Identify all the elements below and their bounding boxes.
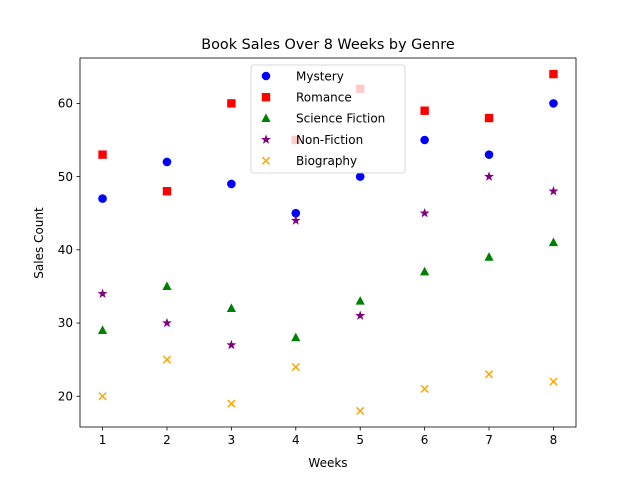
- data-point-mystery: [291, 208, 301, 218]
- data-point-mystery: [484, 150, 494, 159]
- data-point-non-fiction: [355, 310, 366, 320]
- data-point-romance: [484, 113, 494, 123]
- legend-marker-science-fiction: [261, 113, 271, 122]
- legend-marker-romance: [261, 93, 271, 102]
- data-point-science-fiction: [420, 266, 430, 276]
- plot-frame: [79, 57, 577, 428]
- data-point-biography: [227, 399, 236, 408]
- legend-marker-biography: [261, 156, 271, 165]
- data-point-romance: [98, 150, 107, 159]
- series-non-fiction: [97, 171, 559, 350]
- data-point-mystery: [355, 172, 365, 181]
- plot-area: 1 2 3 4 5 6 7 8 20 30 40 50 60: [58, 57, 577, 447]
- data-point-romance: [420, 106, 429, 115]
- data-point-biography: [162, 355, 172, 364]
- data-point-mystery: [420, 135, 429, 145]
- data-point-non-fiction: [97, 288, 108, 298]
- legend-label-romance: Romance: [296, 91, 352, 105]
- legend-label-science-fiction: Science Fiction: [296, 112, 385, 126]
- y-tick-label: 30: [58, 316, 73, 330]
- y-tick-label: 20: [58, 389, 73, 403]
- x-tick-label: 7: [485, 433, 493, 447]
- chart-title: Book Sales Over 8 Weeks by Genre: [201, 37, 455, 53]
- x-tick-label: 6: [421, 433, 429, 447]
- data-point-non-fiction: [419, 208, 430, 218]
- series-science-fiction: [97, 237, 559, 342]
- legend-box: [250, 64, 406, 174]
- data-point-mystery: [227, 179, 236, 189]
- y-tick-label: 50: [58, 170, 73, 184]
- data-point-non-fiction: [290, 215, 301, 225]
- legend-label-non-fiction: Non-Fiction: [296, 133, 363, 147]
- x-axis-label: Weeks: [308, 456, 347, 470]
- x-tick-label: 5: [356, 433, 364, 447]
- data-point-science-fiction: [484, 252, 494, 261]
- data-point-non-fiction: [162, 317, 172, 328]
- data-point-romance: [227, 99, 236, 108]
- data-point-science-fiction: [97, 325, 108, 334]
- legend: Mystery Romance Science Fiction Non-Fiction…: [250, 64, 406, 174]
- legend-label-mystery: Mystery: [296, 69, 344, 83]
- x-tick-label: 4: [292, 433, 300, 447]
- data-point-non-fiction: [226, 339, 237, 350]
- legend-label-biography: Biography: [296, 154, 357, 168]
- data-point-science-fiction: [355, 296, 365, 305]
- data-point-mystery: [162, 157, 172, 167]
- x-tick-label: 1: [99, 433, 107, 447]
- data-point-mystery: [549, 99, 558, 108]
- data-point-biography: [291, 362, 300, 372]
- data-point-biography: [420, 384, 429, 394]
- data-point-biography: [549, 377, 558, 386]
- data-point-romance: [162, 187, 172, 196]
- data-point-biography: [356, 406, 365, 416]
- x-tick-label: 2: [163, 433, 171, 447]
- data-point-science-fiction: [548, 237, 559, 247]
- data-point-biography: [484, 370, 494, 379]
- y-tick-label: 40: [58, 243, 73, 257]
- data-point-non-fiction: [548, 186, 559, 196]
- data-point-romance: [549, 69, 558, 79]
- legend-marker-mystery: [261, 71, 271, 81]
- data-point-mystery: [98, 194, 107, 203]
- data-point-science-fiction: [226, 303, 236, 312]
- legend-marker-non-fiction: [261, 134, 271, 144]
- y-axis-label: Sales Count: [32, 207, 46, 279]
- series-mystery: [98, 99, 558, 218]
- x-tick-label: 8: [550, 433, 558, 447]
- data-point-biography: [98, 392, 107, 401]
- y-tick-label: 60: [58, 97, 73, 111]
- x-tick-label: 3: [228, 433, 236, 447]
- data-point-science-fiction: [162, 281, 172, 291]
- data-point-science-fiction: [291, 332, 301, 342]
- series-biography: [98, 355, 558, 416]
- data-point-non-fiction: [484, 171, 494, 181]
